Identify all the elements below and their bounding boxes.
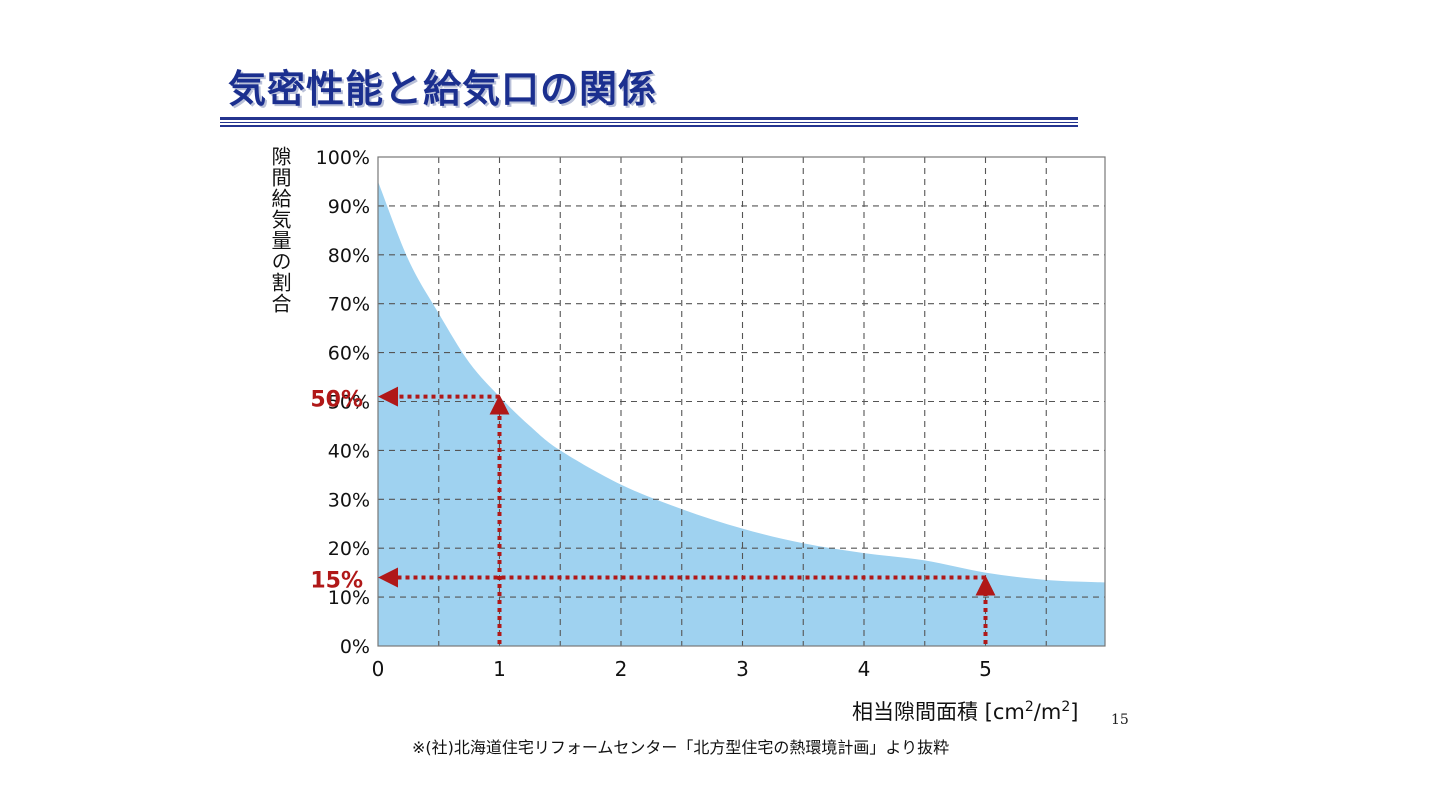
y-tick-label: 80% <box>328 245 370 267</box>
x-tick-label: 0 <box>372 657 385 681</box>
slide-title: 気密性能と給気口の関係 <box>228 67 658 111</box>
annotation-label: 15% <box>310 569 363 594</box>
area-fill <box>378 181 1105 646</box>
x-axis-label-sup1: 2 <box>1024 699 1034 715</box>
annotations: 50% 15% <box>310 386 996 644</box>
x-tick-label: 1 <box>493 657 506 681</box>
x-axis-label-end: ] <box>1070 700 1079 724</box>
x-tick-label: 3 <box>736 657 749 681</box>
y-tick-labels: 0% 10% 20% 30% 40% 50% 60% 70% 80% 90% 100% <box>316 147 370 658</box>
y-tick-label: 70% <box>328 294 370 316</box>
x-axis-label-sup2: 2 <box>1061 699 1071 715</box>
y-tick-label: 50% <box>328 392 370 414</box>
x-axis-label-main: 相当隙間面積 [cm <box>852 700 1025 724</box>
x-tick-label: 5 <box>979 657 992 681</box>
y-tick-label: 30% <box>328 489 370 511</box>
y-tick-label: 90% <box>328 196 370 218</box>
annotation-label: 50% <box>310 388 363 413</box>
x-tick-label: 2 <box>615 657 628 681</box>
page-number: 15 <box>1111 712 1129 728</box>
y-tick-label: 0% <box>340 636 370 658</box>
y-tick-label: 10% <box>328 587 370 609</box>
title-rule-middle <box>220 122 1078 123</box>
y-tick-label: 100% <box>316 147 370 169</box>
x-tick-label: 4 <box>858 657 871 681</box>
y-tick-label: 20% <box>328 538 370 560</box>
title-rule-bottom <box>220 125 1078 127</box>
x-axis-label-mid: /m <box>1033 700 1062 724</box>
title-rule-top <box>220 117 1078 120</box>
y-tick-label: 60% <box>328 343 370 365</box>
source-note: ※(社)北海道住宅リフォームセンター「北方型住宅の熱環境計画」より抜粋 <box>412 738 950 757</box>
y-axis-label: 隙間給気量の割合 <box>268 146 292 314</box>
x-tick-labels: 0 1 2 3 4 5 <box>372 657 992 681</box>
x-axis-label: 相当隙間面積 [cm2/m2] <box>852 696 1078 726</box>
y-tick-label: 40% <box>328 440 370 462</box>
